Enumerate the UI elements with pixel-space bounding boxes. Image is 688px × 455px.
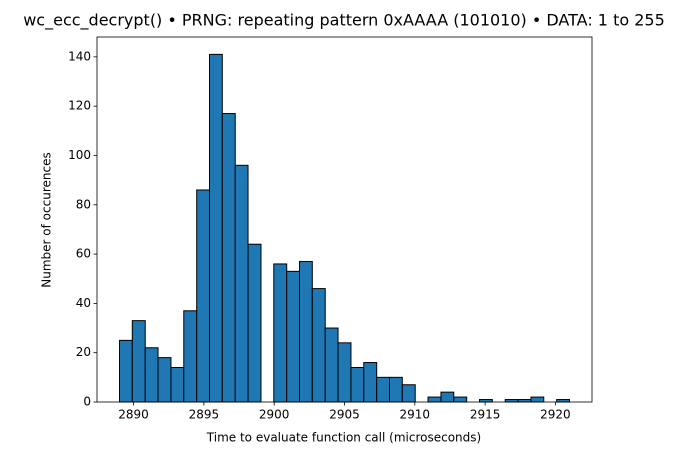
bar bbox=[119, 339, 133, 403]
bar bbox=[286, 270, 300, 403]
y-tick-label: 40 bbox=[76, 296, 91, 310]
bar bbox=[376, 376, 390, 403]
bar bbox=[157, 357, 172, 403]
bar bbox=[273, 263, 288, 403]
y-tick-label: 60 bbox=[76, 247, 91, 261]
x-tick-label: 2890 bbox=[118, 408, 149, 422]
bar bbox=[234, 164, 249, 403]
bar bbox=[311, 288, 326, 403]
bar bbox=[389, 376, 403, 403]
bar bbox=[530, 396, 545, 403]
x-tick-label: 2910 bbox=[400, 408, 431, 422]
bar bbox=[363, 362, 378, 403]
bar bbox=[453, 396, 468, 403]
bar bbox=[183, 310, 198, 403]
bar bbox=[299, 260, 313, 403]
x-axis-label: Time to evaluate function call (microsec… bbox=[206, 431, 481, 445]
x-tick-label: 2900 bbox=[259, 408, 290, 422]
x-tick-label: 2905 bbox=[329, 408, 360, 422]
bar bbox=[427, 396, 442, 403]
bar bbox=[170, 366, 185, 403]
bar bbox=[144, 347, 159, 403]
bar bbox=[337, 342, 352, 403]
bar bbox=[440, 391, 455, 403]
chart-title: wc_ecc_decrypt() • PRNG: repeating patte… bbox=[23, 11, 665, 31]
y-tick-label: 140 bbox=[68, 49, 91, 63]
x-tick-label: 2915 bbox=[470, 408, 501, 422]
y-tick-label: 0 bbox=[83, 395, 91, 409]
bar bbox=[247, 243, 262, 403]
bar bbox=[131, 320, 146, 403]
bar bbox=[401, 384, 416, 403]
y-tick-label: 120 bbox=[68, 99, 91, 113]
bar bbox=[324, 327, 339, 403]
y-axis-label: Number of occurences bbox=[40, 152, 54, 287]
bar bbox=[350, 366, 365, 403]
x-tick-label: 2895 bbox=[189, 408, 220, 422]
bar bbox=[209, 53, 223, 403]
y-tick-label: 20 bbox=[76, 345, 91, 359]
bar bbox=[196, 189, 210, 403]
x-tick-label: 2920 bbox=[540, 408, 571, 422]
y-tick-label: 80 bbox=[76, 197, 91, 211]
y-tick-label: 100 bbox=[68, 148, 91, 162]
bar bbox=[221, 113, 236, 403]
